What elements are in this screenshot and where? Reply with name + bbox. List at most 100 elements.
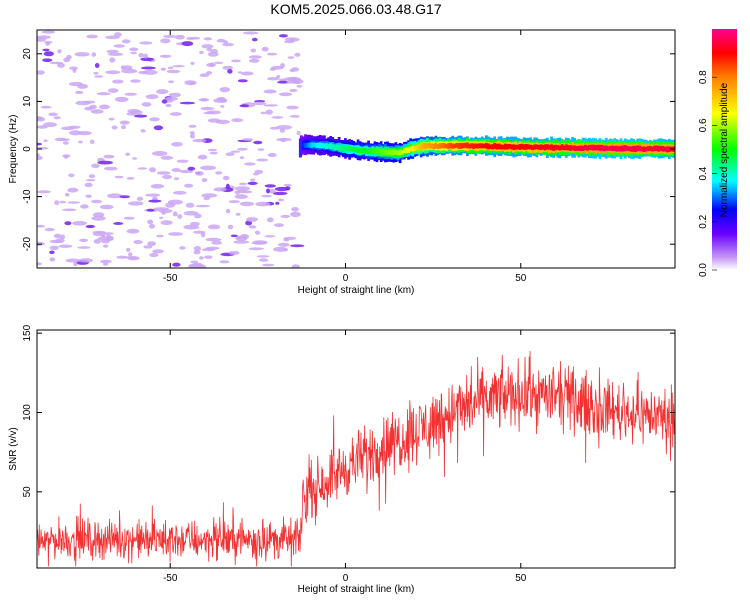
noise-speckle xyxy=(153,125,164,131)
noise-speckle xyxy=(79,238,89,242)
ridge-cell xyxy=(335,144,339,150)
noise-speckle xyxy=(37,224,45,228)
ridge-cell xyxy=(482,143,486,149)
ridge-cell xyxy=(581,146,585,151)
noise-speckle xyxy=(284,186,291,191)
noise-speckle xyxy=(37,35,51,39)
noise-speckle xyxy=(290,244,305,248)
ridge-cell xyxy=(642,146,646,152)
noise-speckle xyxy=(55,238,65,244)
noise-speckle xyxy=(84,182,93,188)
ridge-cell xyxy=(661,146,665,152)
ridge-cell xyxy=(354,147,358,153)
noise-speckle xyxy=(279,128,285,133)
noise-speckle xyxy=(289,115,300,118)
noise-speckle xyxy=(99,204,114,210)
ridge-cell xyxy=(497,143,501,150)
noise-speckle xyxy=(195,204,211,208)
noise-speckle xyxy=(248,225,257,229)
ridge-cell xyxy=(577,145,581,151)
noise-speckle xyxy=(265,109,273,115)
ridge-cell xyxy=(564,144,568,151)
ridge-cell xyxy=(453,143,457,149)
ridge-cell xyxy=(341,145,345,151)
noise-speckle xyxy=(134,114,148,118)
noise-speckle xyxy=(209,151,218,155)
noise-speckle xyxy=(220,105,225,108)
noise-speckle xyxy=(65,258,81,263)
ridge-cell xyxy=(327,143,330,149)
noise-speckle xyxy=(153,207,169,211)
ridge-cell xyxy=(358,148,362,153)
noise-speckle xyxy=(40,105,52,109)
noise-speckle xyxy=(169,112,182,116)
noise-speckle xyxy=(168,232,184,236)
ridge-cell xyxy=(407,146,410,153)
ridge-cell xyxy=(663,146,667,152)
noise-speckle xyxy=(105,70,121,75)
noise-speckle xyxy=(216,96,226,101)
noise-speckle xyxy=(253,140,263,145)
noise-speckle xyxy=(131,157,138,160)
noise-speckle xyxy=(167,66,174,70)
ridge-cell xyxy=(445,143,448,149)
noise-speckle xyxy=(37,155,43,161)
ridge-cell xyxy=(659,145,663,151)
noise-speckle xyxy=(126,228,140,234)
ridge-cell xyxy=(501,144,505,150)
noise-speckle xyxy=(183,211,199,216)
noise-speckle xyxy=(206,47,213,52)
noise-speckle xyxy=(200,165,217,171)
noise-speckle xyxy=(106,49,119,54)
noise-speckle xyxy=(104,232,114,235)
noise-speckle xyxy=(296,130,301,136)
ridge-cell xyxy=(567,145,570,151)
ridge-cell xyxy=(421,142,425,149)
ridge-cell xyxy=(632,145,635,152)
ridge-cell xyxy=(348,145,351,152)
ridge-cell xyxy=(367,148,370,154)
snr-series-line xyxy=(37,350,675,567)
noise-speckle xyxy=(207,51,219,57)
ridge-cell xyxy=(634,145,638,152)
ridge-cell xyxy=(390,149,394,156)
noise-speckle xyxy=(64,221,72,226)
noise-speckle xyxy=(85,179,96,182)
noise-speckle xyxy=(173,190,187,195)
noise-speckle xyxy=(284,77,297,81)
noise-speckle xyxy=(146,208,155,212)
noise-speckle xyxy=(244,162,256,166)
noise-speckle xyxy=(78,258,94,263)
noise-speckle xyxy=(127,256,140,261)
noise-speckle xyxy=(164,96,179,101)
ridge-cell xyxy=(461,142,465,149)
noise-speckle xyxy=(181,41,194,47)
noise-speckle xyxy=(129,47,139,52)
noise-speckle xyxy=(254,169,264,174)
ridge-cell xyxy=(314,143,318,148)
y-tick-label: 50 xyxy=(22,486,33,498)
noise-speckle xyxy=(143,53,149,59)
noise-speckle xyxy=(107,193,123,199)
noise-speckle xyxy=(256,158,269,162)
ridge-cell xyxy=(667,146,671,152)
noise-speckle xyxy=(172,211,178,217)
spectrogram-panel: -50 0 50 -20 -10 0 10 20 Height of straight li… xyxy=(8,29,676,296)
noise-speckle xyxy=(73,262,78,267)
ridge-cell xyxy=(352,147,356,153)
noise-speckle xyxy=(85,194,92,198)
noise-speckle xyxy=(140,129,146,133)
noise-speckle xyxy=(161,99,168,104)
noise-speckle xyxy=(91,52,97,57)
noise-speckle xyxy=(173,177,180,181)
noise-speckle xyxy=(149,167,156,173)
noise-speckle xyxy=(41,30,56,34)
noise-speckle xyxy=(278,34,288,38)
noise-speckle xyxy=(271,116,284,119)
noise-speckle xyxy=(179,246,186,250)
ridge-cell xyxy=(535,144,539,150)
noise-speckle xyxy=(128,252,133,257)
y-tick-label: -20 xyxy=(22,237,33,252)
noise-speckle xyxy=(63,57,71,63)
ridge-cell xyxy=(575,145,579,151)
